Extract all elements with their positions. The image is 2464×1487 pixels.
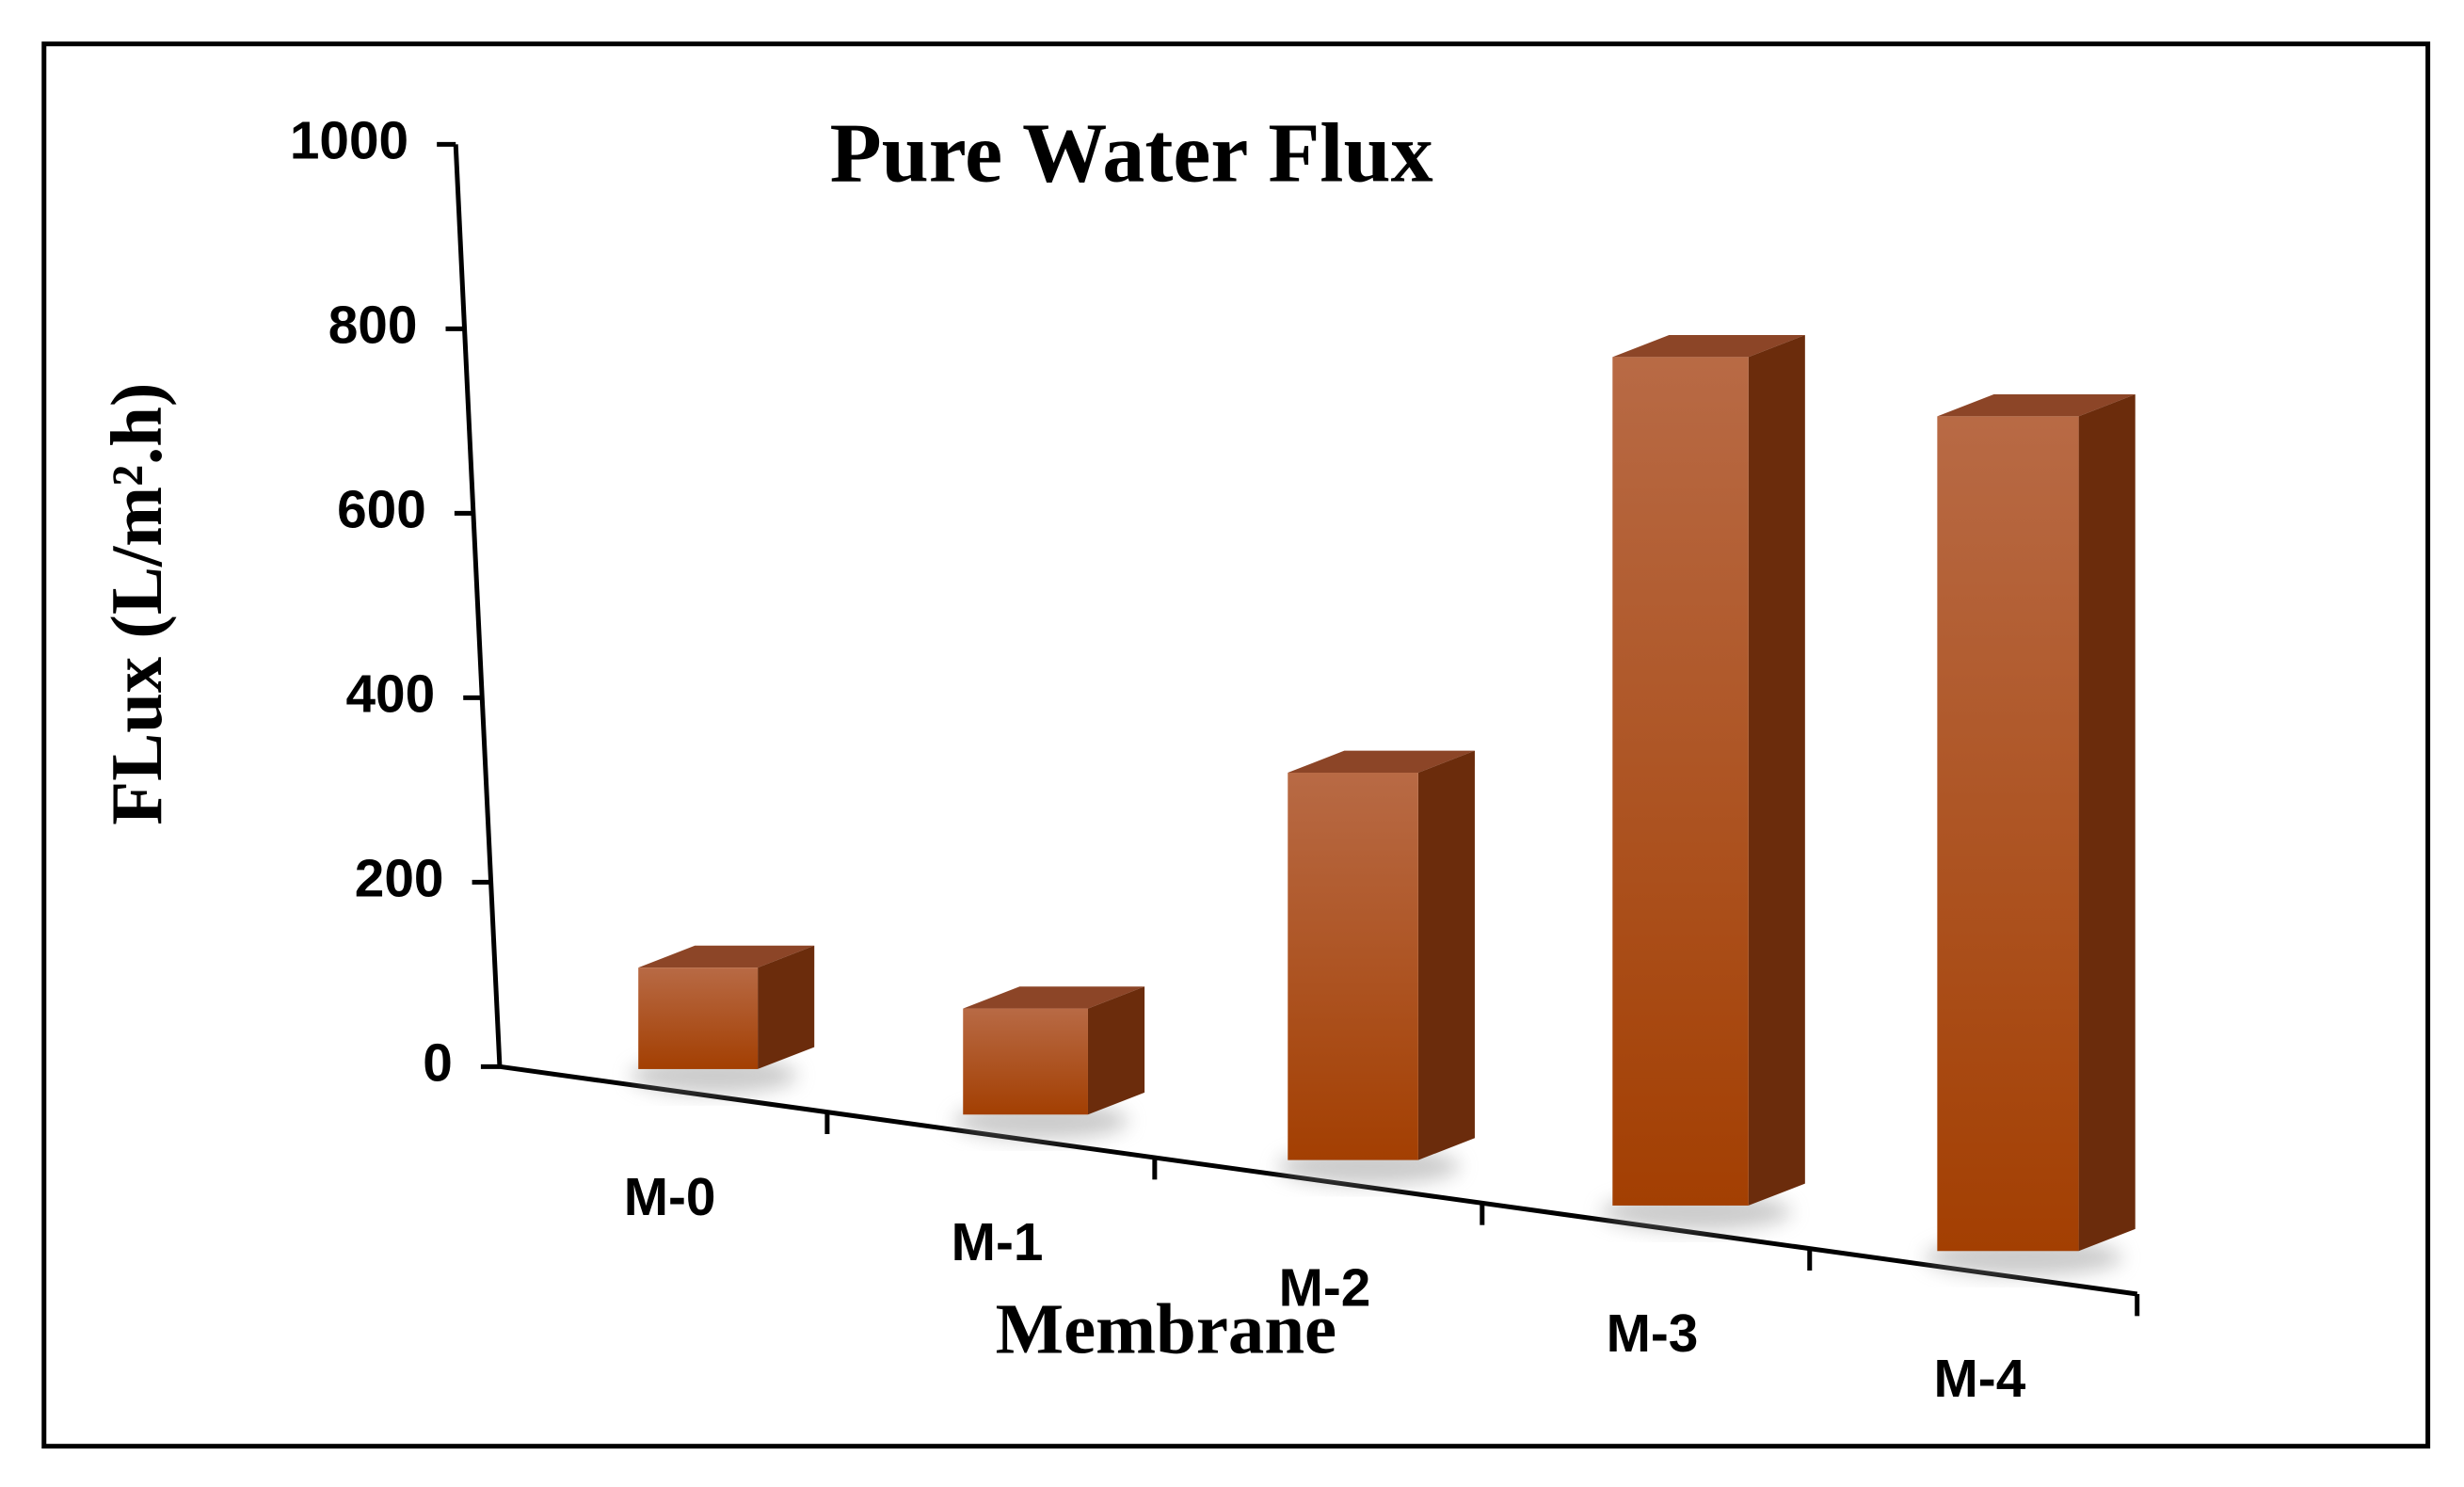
bar	[963, 1008, 1088, 1115]
x-tick-label: M-4	[1934, 1350, 2026, 1409]
bar	[1937, 416, 2079, 1252]
bar	[638, 967, 759, 1069]
bar-top	[1288, 750, 1475, 774]
bar-top	[638, 945, 815, 968]
bar-side	[2078, 394, 2136, 1252]
x-tick-label: M-0	[624, 1168, 716, 1227]
bar	[1288, 773, 1418, 1160]
y-axis	[453, 144, 503, 1067]
bar-top	[963, 986, 1145, 1009]
bar-side	[1087, 986, 1145, 1115]
bar-top	[1612, 335, 1805, 358]
x-tick-label: M-2	[1279, 1259, 1371, 1319]
y-tick-label: 600	[337, 480, 426, 539]
y-tick-label: 1000	[290, 111, 408, 170]
x-tick-label: M-1	[952, 1213, 1044, 1272]
y-tick-label: 200	[355, 849, 444, 908]
bar-side	[1417, 750, 1475, 1160]
bar-side	[758, 945, 815, 1069]
bar-side	[1748, 335, 1805, 1206]
y-tick-label: 400	[345, 664, 435, 724]
y-tick-label: 0	[423, 1033, 453, 1093]
x-tick-label: M-3	[1607, 1304, 1699, 1364]
x-axis-label: Membrane	[996, 1289, 1336, 1369]
bar	[1612, 357, 1749, 1206]
bar-top	[1937, 394, 2136, 417]
y-axis-label: FLux (L/m².h)	[97, 383, 177, 825]
chart-title: Pure Water Flux	[830, 106, 1433, 200]
y-tick-label: 800	[328, 296, 418, 355]
